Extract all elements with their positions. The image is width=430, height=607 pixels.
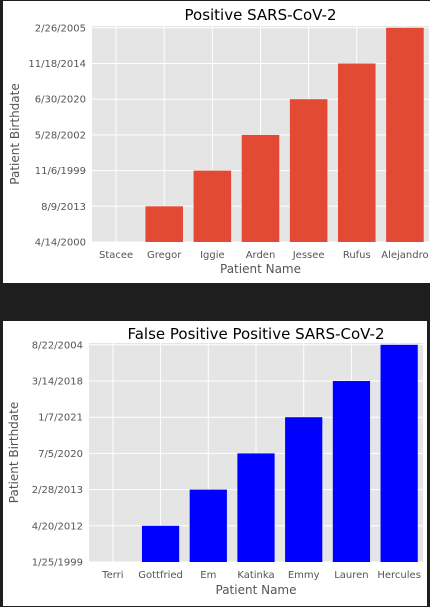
bar-gregor <box>145 206 183 242</box>
bar-em <box>189 489 227 562</box>
x-tick-label: Iggie <box>200 250 225 261</box>
bar-alejandro <box>386 27 424 242</box>
x-tick-label: Katinka <box>237 570 274 581</box>
x-tick-label: Stacee <box>99 250 133 261</box>
y-tick-label: 8/22/2004 <box>32 340 83 351</box>
chart-panel-positive: 4/14/2000 8/9/2013 11/6/1999 5/28/2002 6/30/… <box>3 1 430 283</box>
x-tick-label: Gregor <box>147 250 182 261</box>
bar-katinka <box>237 453 275 562</box>
x-tick-label: Gottfried <box>138 570 183 581</box>
x-tick-label: Jessee <box>292 250 325 261</box>
y-axis-label: Patient Birthdate <box>8 83 22 184</box>
y-tick-label: 1/7/2021 <box>38 413 83 424</box>
y-tick-label: 1/25/1999 <box>32 558 83 569</box>
y-tick-label: 4/20/2012 <box>32 521 83 532</box>
chart-positive: 4/14/2000 8/9/2013 11/6/1999 5/28/2002 6/30/… <box>8 6 429 276</box>
y-tick-label: 3/14/2018 <box>32 377 83 388</box>
x-tick-label: Emmy <box>288 570 320 581</box>
bar-emmy <box>285 417 323 562</box>
x-tick-label: Alejandro <box>381 250 428 261</box>
bar-jessee <box>289 99 328 242</box>
x-tick-label: Arden <box>246 250 276 261</box>
x-axis-label: Patient Name <box>216 583 297 597</box>
y-tick-label: 4/14/2000 <box>35 238 86 249</box>
x-tick-label: Rufus <box>343 250 371 261</box>
x-tick-label: Lauren <box>334 570 368 581</box>
bar-gottfried <box>141 525 180 562</box>
y-tick-label: 11/18/2014 <box>28 59 86 70</box>
y-tick-label: 8/9/2013 <box>41 202 86 213</box>
chart-title: Positive SARS-CoV-2 <box>185 6 337 24</box>
chart-false-positive: 1/25/1999 4/20/2012 2/28/2013 7/5/2020 1/7/2… <box>7 325 423 597</box>
x-tick-label: Em <box>200 570 216 581</box>
y-axis-label: Patient Birthdate <box>7 402 21 503</box>
x-tick-label: Terri <box>101 570 123 581</box>
x-axis-label: Patient Name <box>220 262 301 276</box>
chart-panel-false-positive: 1/25/1999 4/20/2012 2/28/2013 7/5/2020 1/7/2… <box>3 321 427 606</box>
bar-rufus <box>338 63 376 242</box>
bar-iggie <box>193 170 232 242</box>
y-tick-label: 6/30/2020 <box>35 95 86 106</box>
y-tick-label: 5/28/2002 <box>35 130 86 141</box>
bar-arden <box>241 134 280 242</box>
y-tick-label: 11/6/1999 <box>35 166 86 177</box>
y-tick-label: 2/28/2013 <box>32 485 83 496</box>
bar-hercules <box>380 344 418 562</box>
x-tick-label: Hercules <box>377 570 421 581</box>
y-tick-label: 7/5/2020 <box>38 449 83 460</box>
y-tick-label: 2/26/2005 <box>35 23 86 34</box>
bar-lauren <box>332 381 371 562</box>
chart-title: False Positive Positive SARS-CoV-2 <box>127 325 384 343</box>
